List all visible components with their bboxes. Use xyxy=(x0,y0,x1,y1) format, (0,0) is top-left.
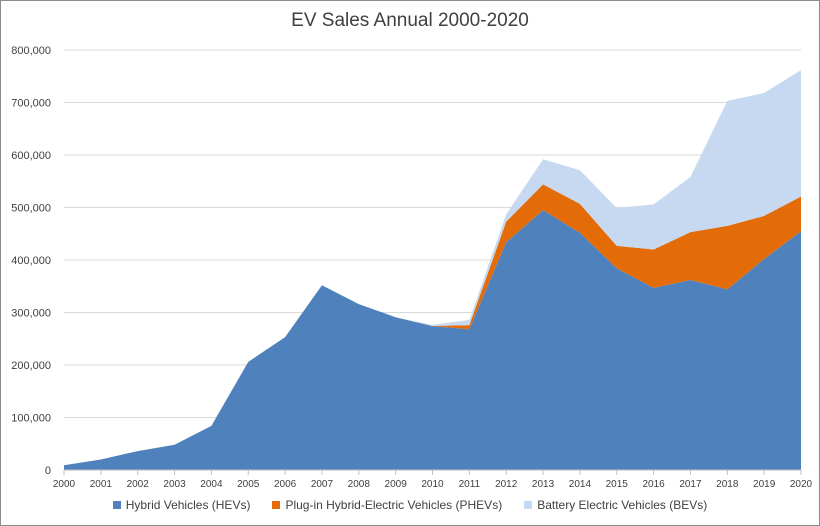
legend-label: Hybrid Vehicles (HEVs) xyxy=(125,498,251,512)
x-tick-label: 2016 xyxy=(642,479,665,490)
axes: 0 100,000 200,000 300,000 400,000 500,000 600,… xyxy=(11,45,812,490)
x-tick-label: 2018 xyxy=(716,479,739,490)
stacked-areas xyxy=(64,69,801,470)
legend-item: Hybrid Vehicles (HEVs) xyxy=(112,498,251,512)
y-tick-label: 100,000 xyxy=(11,413,51,425)
x-tick-label: 2019 xyxy=(753,479,776,490)
x-tick-label: 2007 xyxy=(311,479,334,490)
x-tick-label: 2003 xyxy=(163,479,186,490)
x-tick-label: 2015 xyxy=(606,479,629,490)
legend-swatch xyxy=(112,501,121,509)
area-hybrid-vehicles-hevs xyxy=(64,210,801,470)
chart-title: EV Sales Annual 2000-2020 xyxy=(291,10,529,31)
x-tick-label: 2009 xyxy=(385,479,408,490)
x-tick-label: 2014 xyxy=(569,479,592,490)
legend-label: Battery Electric Vehicles (BEVs) xyxy=(537,498,708,512)
y-tick-label: 700,000 xyxy=(11,98,51,110)
x-tick-label: 2008 xyxy=(348,479,371,490)
x-tick-label: 2004 xyxy=(200,479,223,490)
y-tick-label: 0 xyxy=(45,465,51,477)
x-tick-label: 2017 xyxy=(679,479,702,490)
area-battery-electric-vehicles-bevs xyxy=(64,69,801,466)
x-tick-label: 2011 xyxy=(459,479,481,490)
x-tick-label: 2006 xyxy=(274,479,297,490)
area-plug-in-hybrid-electric-vehicles-phevs xyxy=(64,184,801,466)
x-tick-label: 2010 xyxy=(421,479,444,490)
x-tick-label: 2012 xyxy=(495,479,518,490)
legend-item: Battery Electric Vehicles (BEVs) xyxy=(524,498,707,512)
legend-label: Plug-in Hybrid-Electric Vehicles (PHEVs) xyxy=(285,498,503,512)
y-tick-label: 800,000 xyxy=(11,45,51,57)
y-tick-label: 200,000 xyxy=(11,360,51,372)
y-tick-label: 500,000 xyxy=(11,203,51,215)
x-tick-label: 2001 xyxy=(90,479,113,490)
x-tick-label: 2000 xyxy=(53,479,76,490)
x-tick-label: 2020 xyxy=(790,479,813,490)
legend-item: Plug-in Hybrid-Electric Vehicles (PHEVs) xyxy=(272,498,502,512)
x-tick-label: 2005 xyxy=(237,479,260,490)
y-tick-label: 400,000 xyxy=(11,255,51,267)
y-tick-label: 300,000 xyxy=(11,308,51,320)
x-tick-label: 2013 xyxy=(532,479,555,490)
x-tick-label: 2002 xyxy=(127,479,150,490)
legend-swatch xyxy=(524,501,533,509)
legend-swatch xyxy=(272,501,281,509)
legend: Hybrid Vehicles (HEVs) Plug-in Hybrid-Ele… xyxy=(0,498,820,512)
y-tick-label: 600,000 xyxy=(11,150,51,162)
